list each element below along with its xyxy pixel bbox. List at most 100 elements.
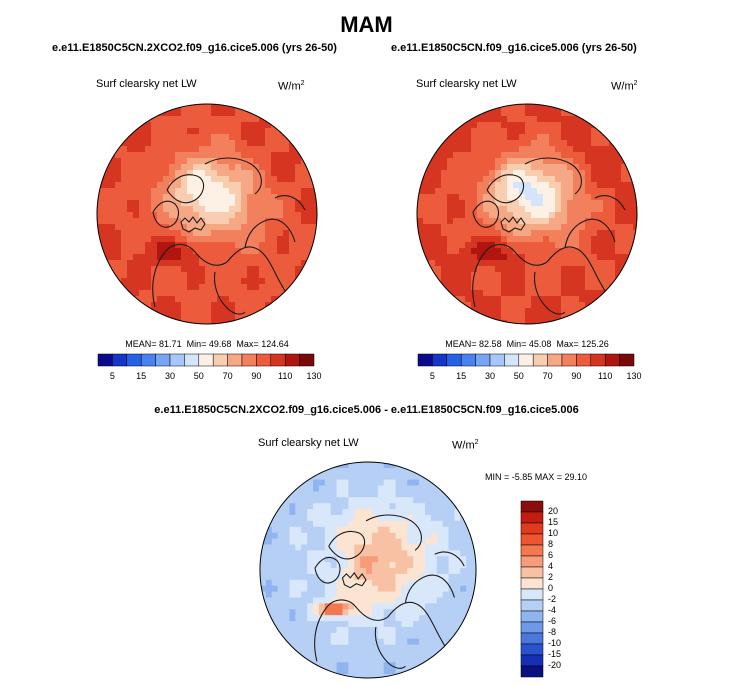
map-cell <box>318 532 326 540</box>
map-cell <box>115 236 122 243</box>
map-cell <box>223 230 230 237</box>
map-cell <box>495 266 502 273</box>
map-cell <box>615 200 622 207</box>
map-cell <box>453 272 460 279</box>
map-cell <box>441 212 448 219</box>
map-cell <box>336 585 344 593</box>
map-cell <box>348 609 355 616</box>
map-cell <box>585 158 592 165</box>
map-cell <box>419 621 426 628</box>
map-cell <box>301 573 308 581</box>
map-cell <box>313 597 320 604</box>
map-cell <box>199 320 206 324</box>
map-cell <box>389 609 397 616</box>
map-cell <box>318 520 326 528</box>
map-cell <box>615 194 622 201</box>
map-cell <box>265 176 272 183</box>
map-cell <box>573 236 580 243</box>
map-cell <box>471 218 478 225</box>
map-cell <box>429 248 436 255</box>
map-cell <box>377 526 385 534</box>
map-cell <box>283 509 291 516</box>
map-cell <box>283 644 291 652</box>
map-cell <box>435 206 442 213</box>
map-cell <box>127 284 134 291</box>
map-cell <box>597 158 604 165</box>
map-cell <box>549 290 556 297</box>
map-cell <box>483 116 490 123</box>
map-cell <box>193 122 200 129</box>
map-cell <box>395 626 402 634</box>
map-cell <box>389 573 397 581</box>
map-cell <box>169 194 176 201</box>
map-cell <box>259 272 266 279</box>
map-cell <box>507 260 514 267</box>
map-cell <box>513 128 520 135</box>
map-cell <box>235 296 242 303</box>
map-cell <box>537 182 544 189</box>
colorbar-tick-label: 2 <box>548 572 554 582</box>
map-cell <box>555 278 562 285</box>
map-cell <box>567 134 574 141</box>
map-cell <box>424 568 432 575</box>
map-cell <box>241 272 248 279</box>
map-cell <box>621 200 628 207</box>
map-cell <box>342 609 349 616</box>
map-cell <box>435 212 442 219</box>
map-cell <box>229 218 236 225</box>
map-cell <box>259 122 266 129</box>
map-cell <box>573 194 580 201</box>
map-cell <box>342 461 349 469</box>
map-cell <box>289 544 296 551</box>
map-cell <box>489 248 496 255</box>
map-cell <box>307 218 314 225</box>
map-cell <box>133 200 140 207</box>
colorbar-tick-label: 15 <box>136 371 147 381</box>
map-cell <box>377 597 385 604</box>
map-cell <box>489 266 496 273</box>
map-cell <box>109 200 116 207</box>
map-cell <box>265 230 272 237</box>
map-cell <box>205 110 212 117</box>
map-cell <box>145 182 152 189</box>
map-cell <box>259 609 267 616</box>
map-cell <box>307 497 314 504</box>
map-cell <box>193 278 200 285</box>
map-cell <box>175 260 182 267</box>
map-cell <box>436 579 444 587</box>
map-cell <box>157 236 164 243</box>
map-cell <box>567 296 574 303</box>
map-cell <box>389 485 397 493</box>
map-cell <box>169 314 176 321</box>
map-cell <box>472 573 477 581</box>
map-cell <box>424 615 432 622</box>
map-cell <box>447 170 454 177</box>
map-cell <box>603 152 610 159</box>
map-cell <box>465 200 472 207</box>
map-cell <box>442 644 450 652</box>
map-cell <box>407 497 414 504</box>
map-cell <box>519 314 526 321</box>
map-cell <box>169 206 176 213</box>
map-cell <box>181 236 188 243</box>
map-cell <box>543 146 550 153</box>
map-cell <box>549 218 556 225</box>
map-cell <box>133 236 140 243</box>
map-cell <box>283 188 290 195</box>
map-cell <box>109 218 116 225</box>
map-cell <box>430 573 438 581</box>
map-cell <box>567 236 574 243</box>
map-cell <box>442 615 450 622</box>
map-cell <box>525 236 532 243</box>
map-cell <box>561 128 568 135</box>
map-cell <box>401 509 408 516</box>
map-cell <box>121 272 128 279</box>
map-cell <box>407 526 414 534</box>
map-cell <box>115 224 122 231</box>
map-cell <box>193 290 200 297</box>
map-cell <box>360 526 367 534</box>
map-cell <box>429 188 436 195</box>
map-cell <box>430 632 438 640</box>
map-cell <box>483 272 490 279</box>
colorbar-tick-label: -20 <box>548 660 562 670</box>
